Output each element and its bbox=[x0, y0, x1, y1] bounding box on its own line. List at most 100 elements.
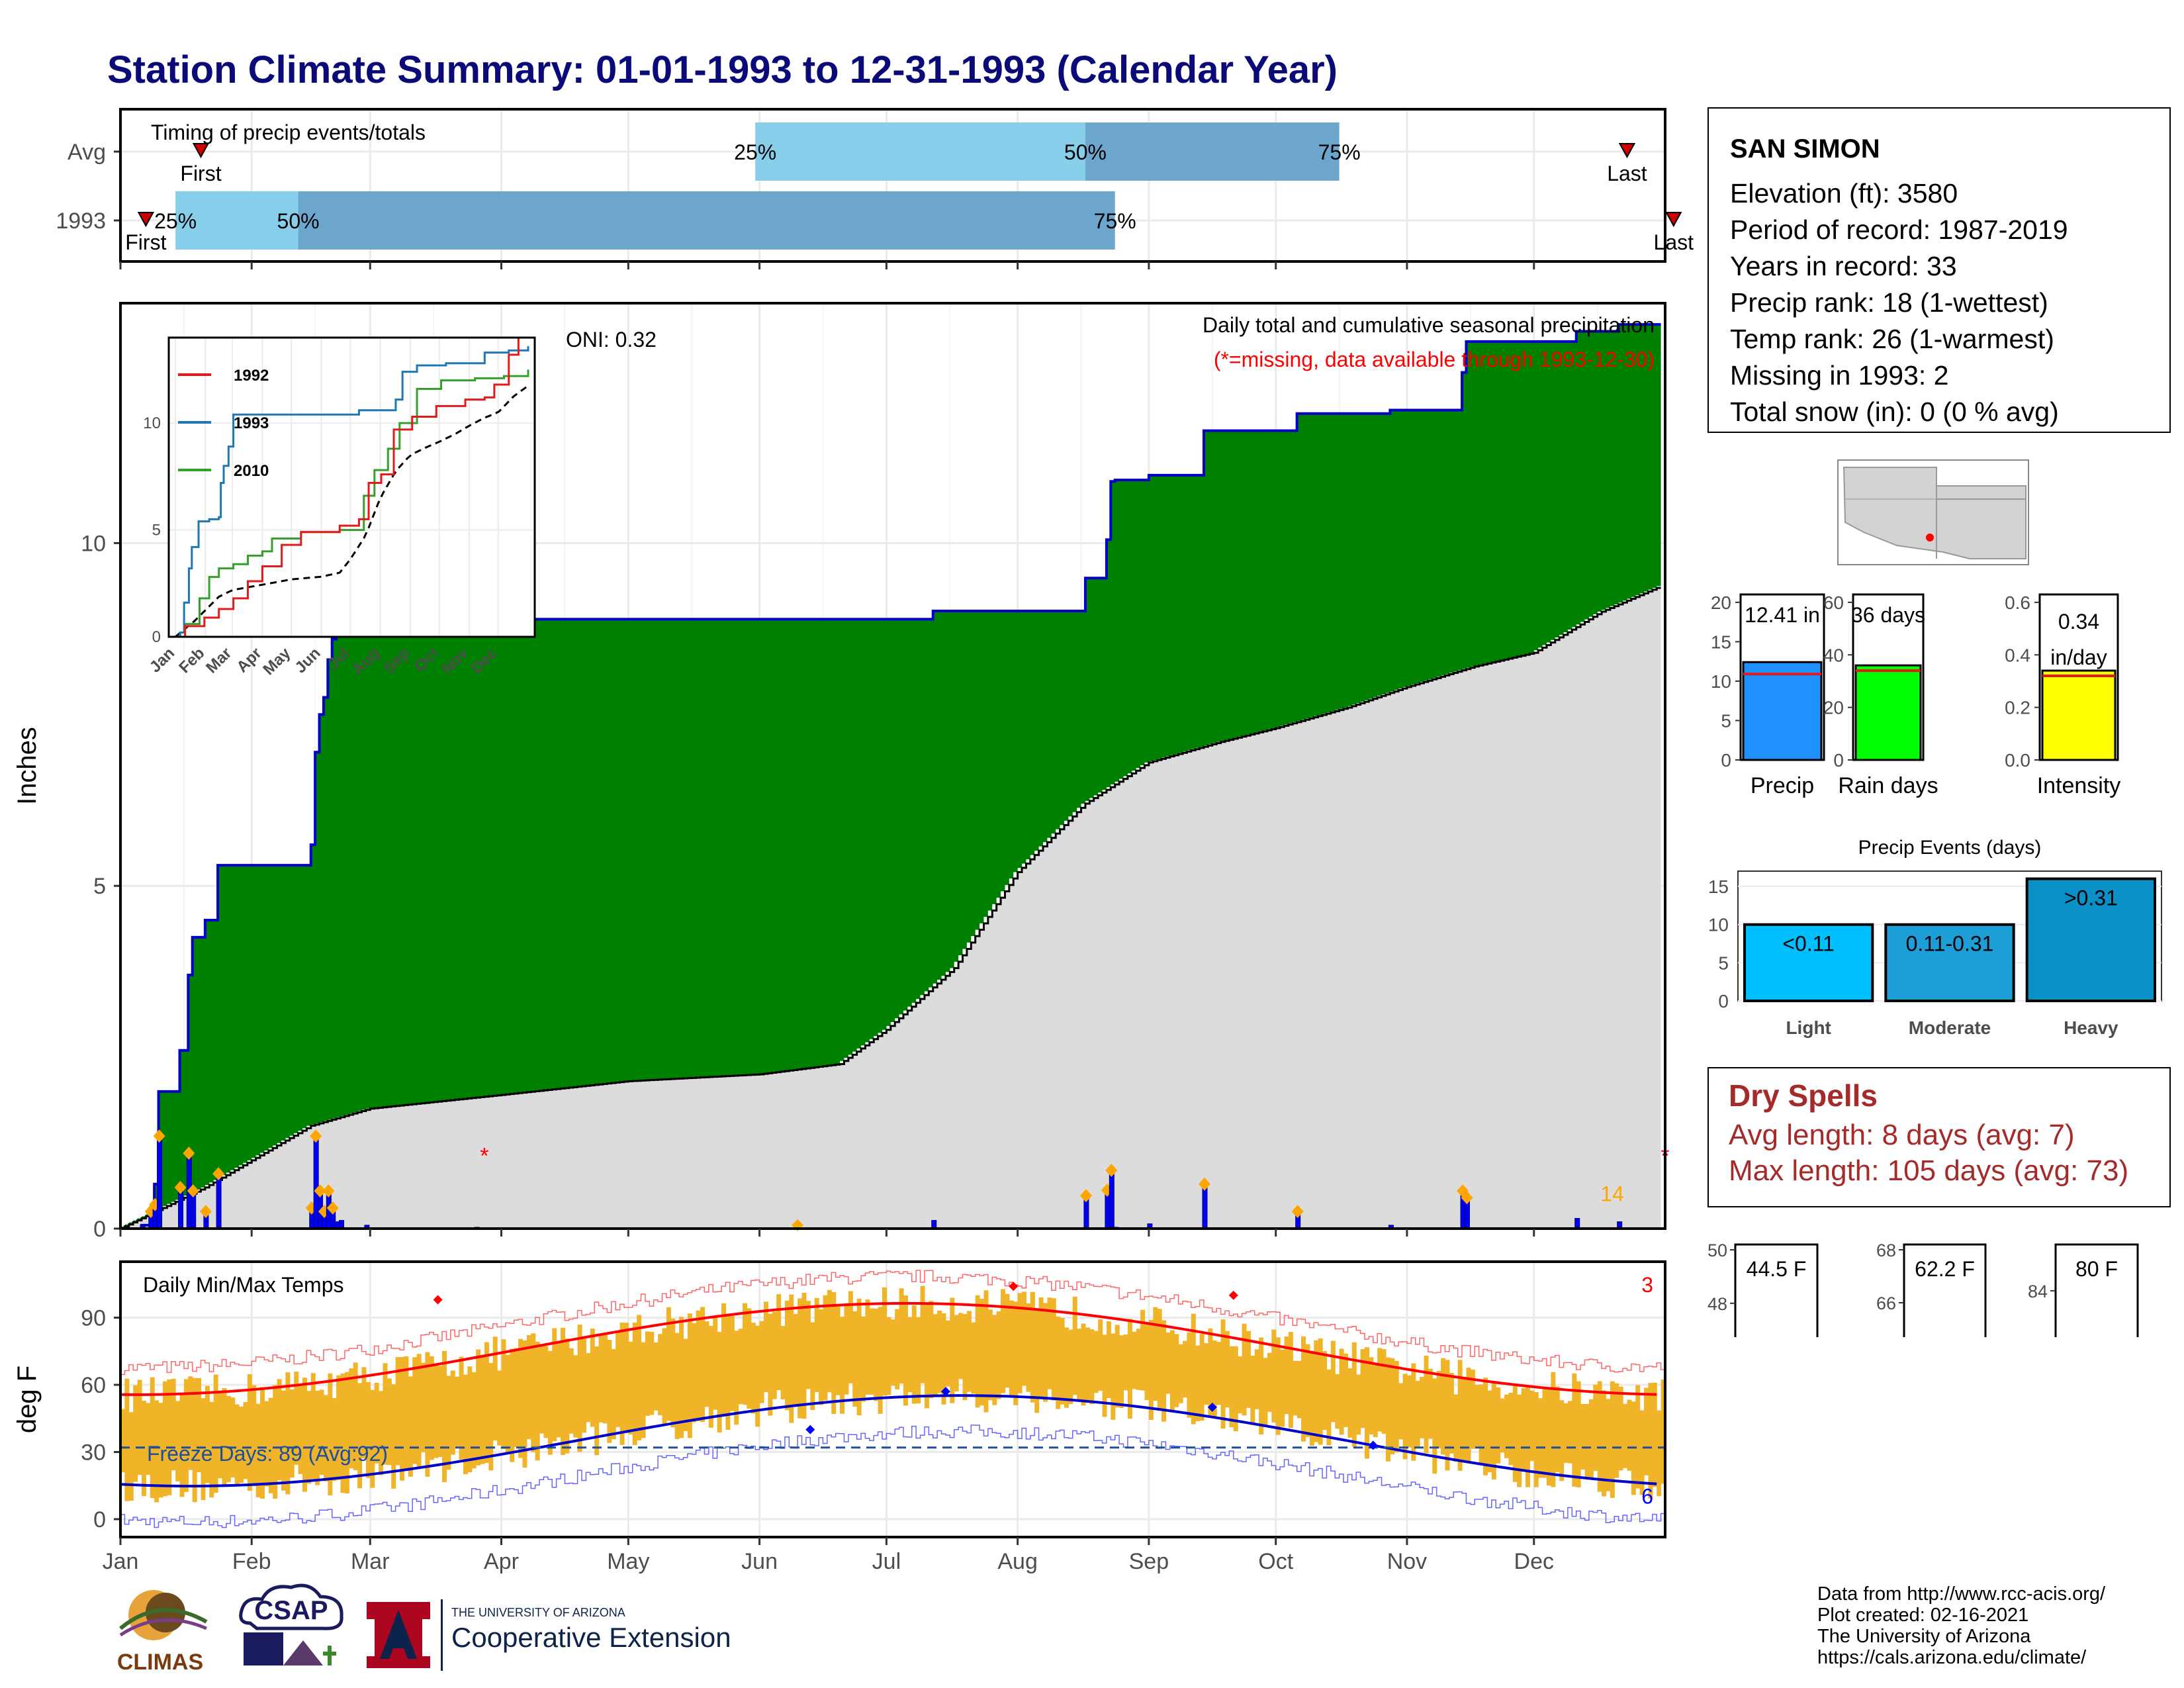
temps-daily-bar bbox=[128, 1412, 134, 1501]
temps-daily-bar bbox=[150, 1377, 155, 1499]
temps-daily-bar bbox=[911, 1305, 917, 1404]
temps-daily-bar bbox=[916, 1317, 921, 1404]
temps-daily-bar bbox=[306, 1391, 312, 1484]
temps-daily-bar bbox=[222, 1387, 227, 1486]
temps-x-tick-label: Feb bbox=[232, 1549, 271, 1574]
temps-daily-bar bbox=[1229, 1346, 1234, 1428]
temps-daily-bar bbox=[344, 1372, 349, 1494]
summary-bar-y-tick: 15 bbox=[1711, 632, 1731, 652]
temps-daily-bar bbox=[1305, 1344, 1310, 1437]
temps-daily-bar bbox=[729, 1315, 735, 1411]
timing-row-label: Avg bbox=[68, 140, 106, 165]
temps-daily-bar bbox=[1652, 1382, 1657, 1487]
temps-daily-bar bbox=[649, 1331, 655, 1415]
precip-daily-bar bbox=[1109, 1170, 1115, 1229]
temps-daily-bar bbox=[886, 1317, 891, 1395]
temps-daily-bar bbox=[768, 1313, 773, 1416]
temps-daily-bar bbox=[565, 1338, 570, 1454]
temp-bar-value: 62.2 F bbox=[1915, 1257, 1975, 1281]
temps-daily-bar bbox=[425, 1352, 430, 1477]
temps-daily-bar bbox=[1457, 1360, 1463, 1471]
temps-daily-bar bbox=[1602, 1390, 1607, 1497]
station-line: Total snow (in): 0 (0 % avg) bbox=[1730, 397, 2059, 427]
temps-daily-bar bbox=[1203, 1343, 1208, 1405]
temps-daily-bar bbox=[1563, 1403, 1569, 1463]
temps-daily-bar bbox=[582, 1338, 586, 1433]
precip-missing-count: 14 bbox=[1600, 1182, 1624, 1206]
precip-events-category: Moderate bbox=[1909, 1017, 1991, 1038]
temps-daily-bar bbox=[1293, 1360, 1298, 1416]
temp-bar-y-tick: 84 bbox=[2028, 1282, 2048, 1301]
temps-daily-bar bbox=[692, 1323, 697, 1423]
temps-daily-bar bbox=[975, 1295, 980, 1408]
station-line: Years in record: 33 bbox=[1730, 251, 1957, 281]
temps-daily-bar bbox=[763, 1301, 768, 1393]
temps-daily-bar bbox=[937, 1310, 942, 1393]
temps-daily-bar bbox=[518, 1338, 523, 1458]
temps-daily-bar bbox=[1606, 1399, 1611, 1491]
temp-bar-frame bbox=[2054, 1243, 2139, 1337]
temps-daily-bar bbox=[623, 1323, 629, 1433]
precip-extreme-marker bbox=[153, 1129, 165, 1143]
precip-extreme-marker bbox=[322, 1184, 335, 1198]
temps-daily-bar bbox=[1475, 1385, 1480, 1448]
temps-daily-bar bbox=[852, 1311, 858, 1407]
temps-daily-bar bbox=[315, 1390, 320, 1485]
precip-missing-note: (*=missing, data available through 1993-… bbox=[1214, 348, 1655, 371]
temps-daily-bar bbox=[819, 1309, 824, 1405]
temps-daily-bar bbox=[391, 1384, 396, 1489]
temps-daily-bar bbox=[171, 1378, 176, 1471]
temps-daily-bar bbox=[437, 1366, 443, 1458]
temps-daily-bar bbox=[192, 1378, 197, 1503]
temps-daily-bar bbox=[1165, 1332, 1171, 1394]
temps-daily-bar bbox=[361, 1367, 367, 1458]
temps-daily-bar bbox=[1623, 1403, 1628, 1468]
temps-daily-bar bbox=[1504, 1394, 1510, 1458]
temps-x-tick-label: Dec bbox=[1514, 1549, 1554, 1574]
temps-daily-bar bbox=[1123, 1334, 1128, 1391]
temps-daily-bar bbox=[979, 1298, 985, 1406]
temps-daily-bar bbox=[1047, 1297, 1052, 1389]
temps-daily-bar bbox=[1618, 1386, 1623, 1471]
temps-daily-bar bbox=[294, 1372, 299, 1465]
temps-daily-bar bbox=[1115, 1325, 1120, 1408]
summary-bar-value: 0.34 bbox=[2058, 610, 2099, 633]
precip-average-area bbox=[120, 588, 1661, 1229]
temps-daily-bar bbox=[1369, 1357, 1374, 1434]
temps-daily-bar bbox=[793, 1313, 798, 1407]
precip-events-title: Precip Events (days) bbox=[1858, 837, 2042, 859]
temps-daily-bar bbox=[365, 1382, 371, 1478]
temps-daily-bar bbox=[188, 1376, 193, 1470]
temps-daily-bar bbox=[1238, 1356, 1243, 1414]
timing-marker-label: First bbox=[180, 162, 221, 185]
precip-extreme-marker bbox=[199, 1205, 212, 1219]
temps-daily-bar bbox=[1297, 1360, 1302, 1419]
summary-bar-chart: 0.34 in/day 0.0 0.2 0.4 0.6 Intensity bbox=[2005, 592, 2120, 798]
temps-daily-bar bbox=[856, 1298, 862, 1416]
temps-daily-bar bbox=[1254, 1349, 1259, 1409]
temps-daily-bar bbox=[1136, 1329, 1141, 1390]
temps-daily-bar bbox=[1347, 1368, 1353, 1438]
temps-daily-bar bbox=[747, 1308, 752, 1409]
temps-daily-bar bbox=[1280, 1349, 1285, 1427]
temps-daily-bar bbox=[1208, 1328, 1213, 1416]
temps-daily-bar bbox=[535, 1341, 540, 1461]
temps-daily-bar bbox=[175, 1401, 181, 1481]
temps-daily-bar bbox=[1288, 1332, 1293, 1429]
temps-daily-bar bbox=[1343, 1353, 1349, 1427]
temps-daily-bar bbox=[1360, 1349, 1365, 1429]
timing-pct-label: 25% bbox=[154, 209, 197, 233]
temps-daily-bar bbox=[1077, 1329, 1082, 1401]
temps-daily-bar bbox=[1246, 1331, 1251, 1408]
temps-daily-bar bbox=[522, 1340, 527, 1468]
temps-daily-bar bbox=[289, 1389, 295, 1478]
temps-daily-bar bbox=[645, 1331, 650, 1416]
dry-spells-max: Max length: 105 days (avg: 73) bbox=[1729, 1154, 2129, 1187]
temps-daily-bar bbox=[1500, 1398, 1505, 1453]
temps-daily-bar bbox=[641, 1342, 646, 1438]
temps-daily-bar bbox=[505, 1354, 510, 1453]
temps-daily-bar bbox=[387, 1378, 392, 1466]
temps-daily-bar bbox=[133, 1385, 138, 1482]
temps-daily-bar bbox=[332, 1398, 337, 1481]
temps-daily-bar bbox=[1191, 1313, 1196, 1425]
